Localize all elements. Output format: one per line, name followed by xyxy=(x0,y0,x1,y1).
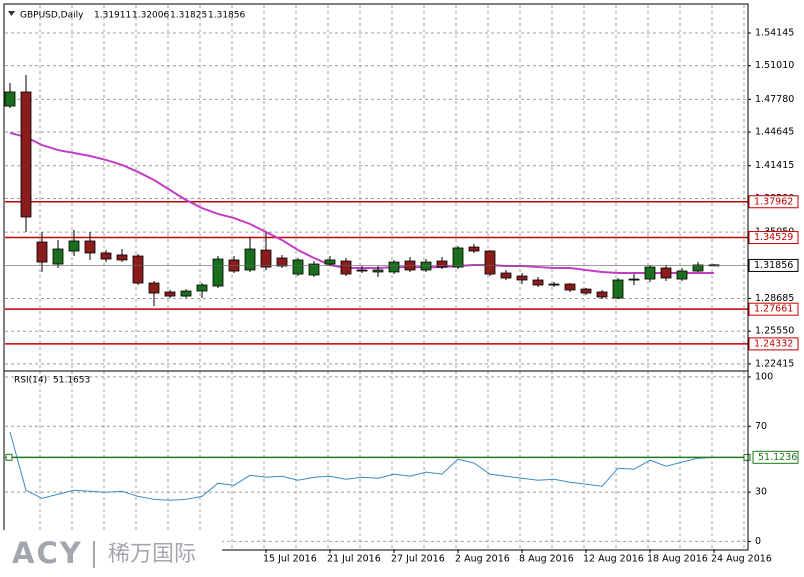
candle-body xyxy=(36,241,48,263)
level-label-box xyxy=(748,337,799,351)
x-tick-label: 24 Aug 2016 xyxy=(711,554,772,565)
watermark-name: 稀万国际 xyxy=(108,542,196,567)
current-price-box xyxy=(748,258,799,272)
rsi-tick-label: 30 xyxy=(755,487,767,498)
header-low: 1.31825 xyxy=(170,11,207,21)
candle-body xyxy=(308,263,320,276)
candle-body xyxy=(676,270,688,280)
plot-frame xyxy=(3,3,749,551)
rsi-tick-label: 100 xyxy=(755,371,773,382)
chart-title: GBPUSD,Daily xyxy=(20,11,84,21)
candle-body xyxy=(164,291,176,297)
header-close: 1.31856 xyxy=(208,11,245,21)
rsi-label: RSI(14) xyxy=(14,376,47,386)
level-label-box xyxy=(748,195,799,209)
rsi-level-label: 51.1236 xyxy=(758,452,797,463)
candle-body xyxy=(468,246,480,252)
candle-body xyxy=(516,275,528,281)
candle-body xyxy=(52,248,64,265)
candle-body xyxy=(356,269,368,272)
candle-body xyxy=(372,269,384,273)
candle-body xyxy=(260,249,272,268)
candle-body xyxy=(68,240,80,252)
candle-body xyxy=(564,283,576,291)
price-tick-label: 1.51010 xyxy=(755,60,794,71)
candle-body xyxy=(20,91,32,218)
candle-body xyxy=(596,291,608,298)
candle-body xyxy=(84,240,96,254)
candle-body xyxy=(436,260,448,268)
level-label: 1.27661 xyxy=(754,304,793,315)
rsi-tick-label: 70 xyxy=(755,421,767,432)
candle-body xyxy=(324,259,336,265)
price-tick-label: 1.47780 xyxy=(755,94,794,105)
header-open: 1.31911 xyxy=(94,11,131,21)
candle-body xyxy=(4,91,16,107)
candle-body xyxy=(532,279,544,286)
rsi-level-handle xyxy=(5,453,13,461)
candle-body xyxy=(292,259,304,275)
candle-body xyxy=(628,278,640,281)
price-tick-label: 1.44645 xyxy=(755,127,794,138)
candle-body xyxy=(692,264,704,272)
candle-body xyxy=(244,248,256,271)
rsi-line xyxy=(9,431,715,501)
price-tick-label: 1.25550 xyxy=(755,326,794,337)
x-tick-label: 27 Jul 2016 xyxy=(391,554,445,565)
watermark-brand: ACY xyxy=(12,536,83,570)
header-icon xyxy=(8,11,15,16)
mark-layer xyxy=(4,74,751,501)
x-tick-label: 18 Aug 2016 xyxy=(647,554,708,565)
candle-body xyxy=(612,279,624,299)
level-label: 1.24332 xyxy=(754,338,793,349)
level-label-box xyxy=(748,302,799,316)
x-tick-label: 12 Aug 2016 xyxy=(583,554,644,565)
watermark-background xyxy=(0,530,222,577)
header-high: 1.32006 xyxy=(132,11,169,21)
x-tick-label: 15 Jul 2016 xyxy=(263,554,317,565)
price-tick-label: 1.54145 xyxy=(755,27,794,38)
candle-body xyxy=(548,283,560,286)
candle-body xyxy=(212,258,224,287)
candle-body xyxy=(276,257,288,267)
candle-body xyxy=(340,260,352,275)
candle-body xyxy=(484,250,496,275)
candle-body xyxy=(116,254,128,261)
x-tick-label: 2 Aug 2016 xyxy=(455,554,510,565)
price-tick-label: 1.28685 xyxy=(755,293,794,304)
label-layer: 1.541451.510101.477801.446451.414151.382… xyxy=(263,27,799,565)
rsi-tick-label: 0 xyxy=(755,536,761,547)
candle-body xyxy=(132,255,144,284)
candle-body xyxy=(388,261,400,273)
rsi-level-box xyxy=(752,450,799,464)
x-tick-label: 8 Aug 2016 xyxy=(519,554,574,565)
level-label: 1.34529 xyxy=(754,232,793,243)
candle-body xyxy=(500,272,512,279)
level-label: 1.37962 xyxy=(754,196,793,207)
candle-body xyxy=(420,261,432,271)
candle-body xyxy=(180,290,192,297)
x-tick-label: 21 Jul 2016 xyxy=(327,554,381,565)
watermark: ACY 稀万国际 xyxy=(0,530,222,577)
candle-body xyxy=(452,247,464,268)
candle-body xyxy=(148,282,160,294)
rsi-current: 51.1653 xyxy=(53,376,90,386)
candle-body xyxy=(580,288,592,294)
price-tick-label: 1.41415 xyxy=(755,160,794,171)
candle-body xyxy=(644,266,656,280)
candle-body xyxy=(100,252,112,260)
candle-body xyxy=(196,284,208,292)
price-tick-label: 1.22415 xyxy=(755,358,794,369)
candle-body xyxy=(660,267,672,279)
rsi-level-handle xyxy=(743,453,751,461)
current-price-label: 1.31856 xyxy=(754,260,793,271)
level-label-box xyxy=(748,231,799,245)
